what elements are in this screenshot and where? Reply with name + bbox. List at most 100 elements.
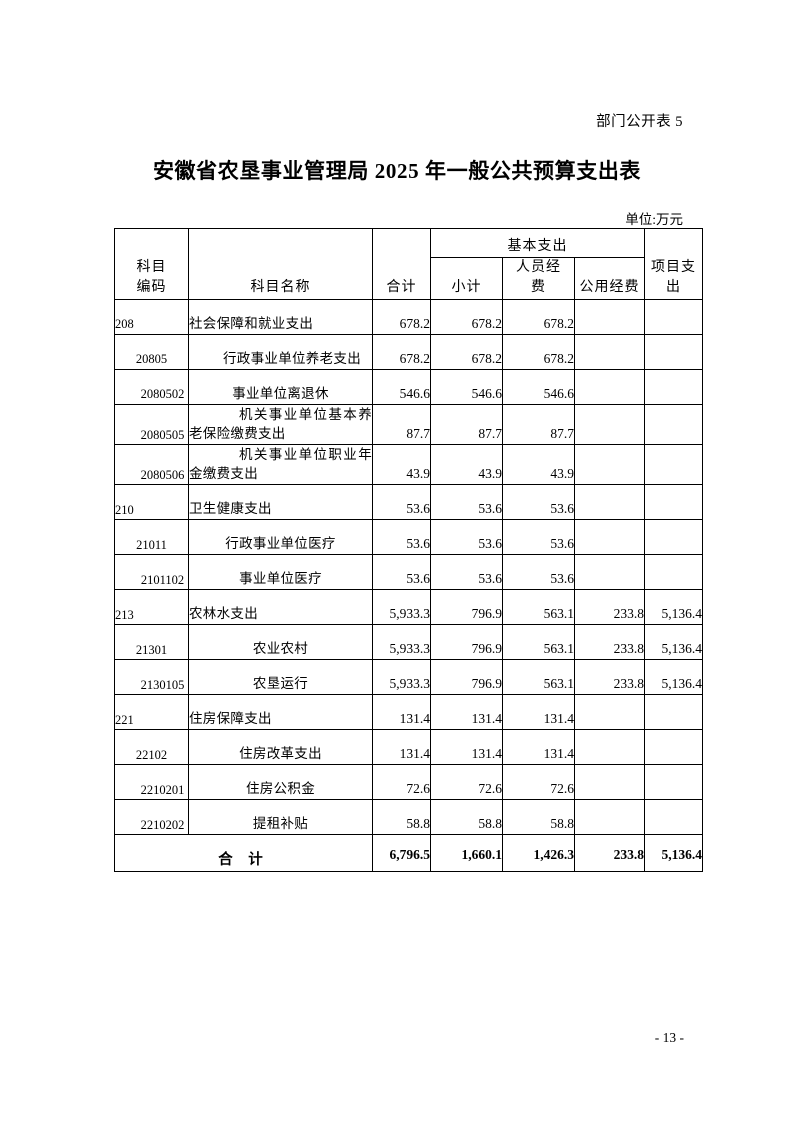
cell-subject-name: 提租补贴 [188, 798, 373, 835]
cell-total: 43.9 [372, 443, 431, 485]
table-row: 208 社会保障和就业支出 678.2 678.2 678.2 [114, 298, 704, 335]
cell-personnel-funds: 546.6 [502, 368, 575, 405]
cell-public-funds: 233.8 [573, 588, 646, 625]
cell-total: 53.6 [372, 553, 431, 590]
cell-personnel-funds: 678.2 [502, 333, 575, 370]
cell-personnel-funds: 58.8 [502, 798, 575, 835]
table-row: 210 卫生健康支出 53.6 53.6 53.6 [114, 483, 704, 520]
header-basic-expenditure: 基本支出 [429, 228, 646, 258]
cell-public-funds [573, 763, 646, 800]
unit-note: 单位:万元 [625, 212, 683, 227]
table-body: 208 社会保障和就业支出 678.2 678.2 678.2 20805 行政事业单位养老… [114, 298, 704, 872]
cell-public-funds [573, 518, 646, 555]
table-total-row: 合 计 6,796.5 1,660.1 1,426.3 233.8 5,136.4 [114, 833, 704, 872]
cell-total: 72.6 [372, 763, 431, 800]
cell-total-label: 合 计 [114, 833, 373, 872]
table-header: 科目 编码 科目名称 合计 基本支出 项目支出 小计 人员经 费 公用经费 [114, 228, 704, 300]
cell-personnel-funds: 53.6 [502, 518, 575, 555]
header-personnel-funds-line1: 人员经 [516, 260, 561, 275]
cell-project-expenditure [644, 518, 704, 555]
cell-personnel-funds-sum: 1,426.3 [502, 833, 575, 872]
cell-project-expenditure [644, 298, 704, 335]
cell-project-expenditure: 5,136.4 [644, 588, 704, 625]
cell-subject-code: 2080502 [114, 368, 189, 405]
table-row: 221 住房保障支出 131.4 131.4 131.4 [114, 693, 704, 730]
cell-personnel-funds: 43.9 [502, 443, 575, 485]
header-total: 合计 [372, 228, 431, 300]
cell-subject-name: 住房保障支出 [188, 693, 373, 730]
cell-personnel-funds: 87.7 [502, 403, 575, 445]
cell-public-funds [573, 443, 646, 485]
cell-total: 58.8 [372, 798, 431, 835]
cell-basic-subtotal: 678.2 [430, 298, 503, 335]
cell-subject-code: 21301 [114, 623, 189, 660]
cell-subject-code: 2080506 [114, 443, 189, 485]
cell-project-expenditure [644, 333, 704, 370]
cell-total: 678.2 [372, 298, 431, 335]
cell-subject-name: 卫生健康支出 [188, 483, 373, 520]
cell-total: 131.4 [372, 693, 431, 730]
cell-public-funds-sum: 233.8 [573, 833, 646, 872]
cell-total: 5,933.3 [372, 658, 431, 695]
cell-subject-code: 21011 [114, 518, 189, 555]
cell-basic-subtotal: 796.9 [430, 623, 503, 660]
cell-subject-code: 213 [114, 588, 189, 625]
cell-public-funds [573, 403, 646, 445]
cell-subject-code: 2080505 [114, 403, 189, 445]
cell-public-funds [573, 798, 646, 835]
cell-subject-name: 事业单位医疗 [188, 553, 373, 590]
cell-subject-code: 20805 [114, 333, 189, 370]
cell-project-expenditure [644, 368, 704, 405]
cell-personnel-funds: 563.1 [502, 588, 575, 625]
cell-project-expenditure [644, 763, 704, 800]
page-title: 安徽省农垦事业管理局 2025 年一般公共预算支出表 [152, 159, 642, 183]
cell-project-expenditure-sum: 5,136.4 [644, 833, 704, 872]
cell-project-expenditure [644, 693, 704, 730]
header-subject-code-line2: 编码 [136, 280, 167, 296]
cell-personnel-funds: 53.6 [502, 483, 575, 520]
table-row: 2080502 事业单位离退休 546.6 546.6 546.6 [114, 368, 704, 405]
header-personnel-funds-line2: 费 [531, 280, 546, 296]
cell-basic-subtotal: 131.4 [430, 693, 503, 730]
header-row-1: 科目 编码 科目名称 合计 基本支出 项目支出 [114, 228, 704, 300]
header-basic-subtotal: 小计 [430, 257, 503, 300]
cell-subject-name: 机关事业单位职业年金缴费支出 [188, 443, 373, 485]
cell-personnel-funds: 131.4 [502, 693, 575, 730]
header-row-2: 小计 人员经 费 公用经费 [115, 257, 703, 300]
cell-subject-name: 农垦运行 [188, 658, 373, 695]
cell-subject-name: 农业农村 [188, 623, 373, 660]
cell-public-funds [573, 298, 646, 335]
cell-subject-code: 2130105 [114, 658, 189, 695]
cell-project-expenditure [644, 483, 704, 520]
header-personnel-funds: 人员经 费 [502, 257, 575, 300]
table-row: 2210202 提租补贴 58.8 58.8 58.8 [114, 798, 704, 835]
cell-personnel-funds: 563.1 [502, 658, 575, 695]
table-row: 2080506 机关事业单位职业年金缴费支出 43.9 43.9 43.9 [114, 443, 704, 485]
cell-subject-code: 221 [114, 693, 189, 730]
cell-subject-name: 事业单位离退休 [188, 368, 373, 405]
cell-basic-subtotal: 72.6 [430, 763, 503, 800]
cell-project-expenditure: 5,136.4 [644, 658, 704, 695]
cell-basic-subtotal: 678.2 [430, 333, 503, 370]
cell-subject-name: 行政事业单位医疗 [188, 518, 373, 555]
cell-total: 5,933.3 [372, 588, 431, 625]
table-row: 20805 行政事业单位养老支出 678.2 678.2 678.2 [114, 333, 704, 370]
cell-basic-subtotal: 43.9 [430, 443, 503, 485]
cell-subject-code: 2210202 [114, 798, 189, 835]
table-row: 21301 农业农村 5,933.3 796.9 563.1 233.8 5,136.4 [114, 623, 704, 660]
cell-personnel-funds: 131.4 [502, 728, 575, 765]
table-row: 2080505 机关事业单位基本养老保险缴费支出 87.7 87.7 87.7 [114, 403, 704, 445]
cell-subject-code: 2210201 [114, 763, 189, 800]
cell-project-expenditure [644, 443, 704, 485]
header-subject-code-line1: 科目 [136, 260, 167, 275]
cell-subject-code: 210 [114, 483, 189, 520]
cell-basic-subtotal-sum: 1,660.1 [430, 833, 503, 872]
table-row: 2130105 农垦运行 5,933.3 796.9 563.1 233.8 5,136.4 [114, 658, 704, 695]
cell-public-funds: 233.8 [573, 623, 646, 660]
cell-subject-name: 住房改革支出 [188, 728, 373, 765]
header-subject-code: 科目 编码 [114, 228, 189, 300]
cell-total: 5,933.3 [372, 623, 431, 660]
table-row: 2101102 事业单位医疗 53.6 53.6 53.6 [114, 553, 704, 590]
budget-table: 科目 编码 科目名称 合计 基本支出 项目支出 小计 人员经 费 公用经费 [114, 228, 704, 872]
cell-personnel-funds: 53.6 [502, 553, 575, 590]
